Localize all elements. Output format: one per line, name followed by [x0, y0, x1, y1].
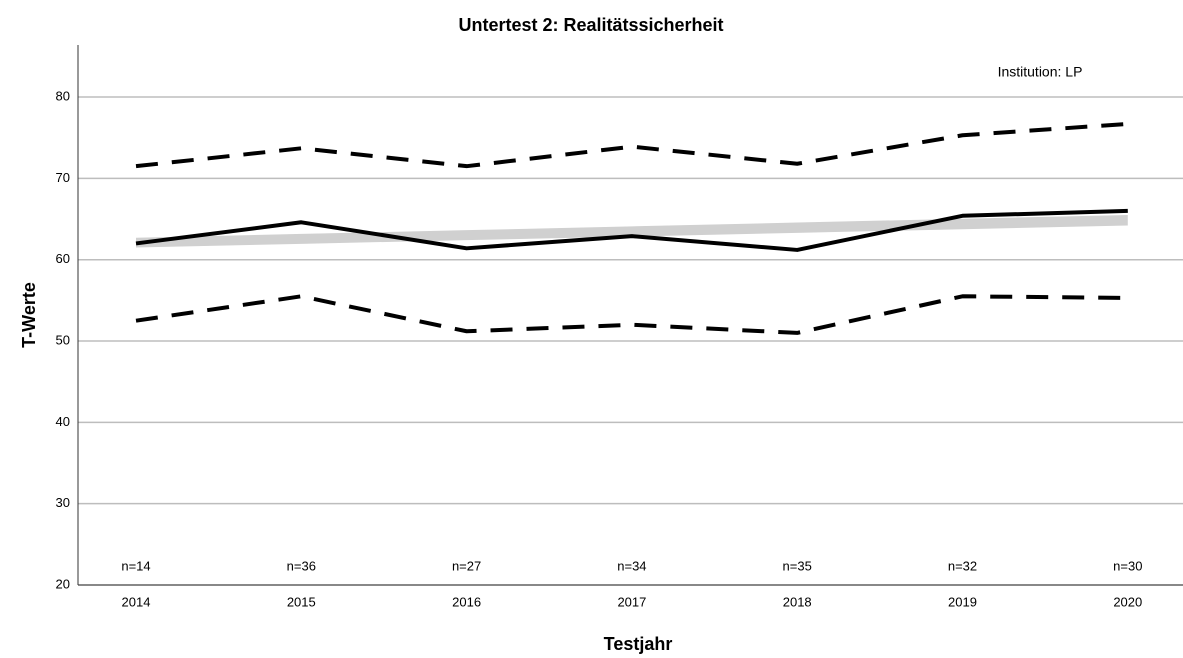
y-tick-label: 40 [56, 414, 70, 429]
x-tick-label: 2017 [617, 594, 646, 609]
n-label: n=32 [948, 558, 977, 573]
n-label: n=27 [452, 558, 481, 573]
n-label: n=36 [287, 558, 316, 573]
dashed-line [135, 121, 1128, 169]
y-tick-label: 30 [56, 495, 70, 510]
x-tick-label: 2018 [783, 594, 812, 609]
n-label: n=34 [617, 558, 646, 573]
y-tick-label: 70 [56, 170, 70, 185]
x-tick-label: 2014 [122, 594, 151, 609]
dashed-line [135, 294, 1128, 335]
n-label: n=14 [121, 558, 150, 573]
n-label: n=30 [1113, 558, 1142, 573]
x-axis-label: Testjahr [604, 634, 673, 654]
x-tick-label: 2015 [287, 594, 316, 609]
y-tick-label: 50 [56, 332, 70, 347]
trend-band [136, 214, 1128, 248]
x-tick-label: 2016 [452, 594, 481, 609]
y-axis-label: T-Werte [19, 282, 39, 348]
n-label: n=35 [783, 558, 812, 573]
x-tick-label: 2020 [1113, 594, 1142, 609]
y-tick-label: 60 [56, 251, 70, 266]
mean-line [135, 208, 1128, 252]
annotation: Institution: LP [998, 64, 1083, 80]
chart-title: Untertest 2: Realitätssicherheit [458, 15, 723, 35]
y-tick-label: 20 [56, 576, 70, 591]
y-tick-label: 80 [56, 88, 70, 103]
x-tick-label: 2019 [948, 594, 977, 609]
